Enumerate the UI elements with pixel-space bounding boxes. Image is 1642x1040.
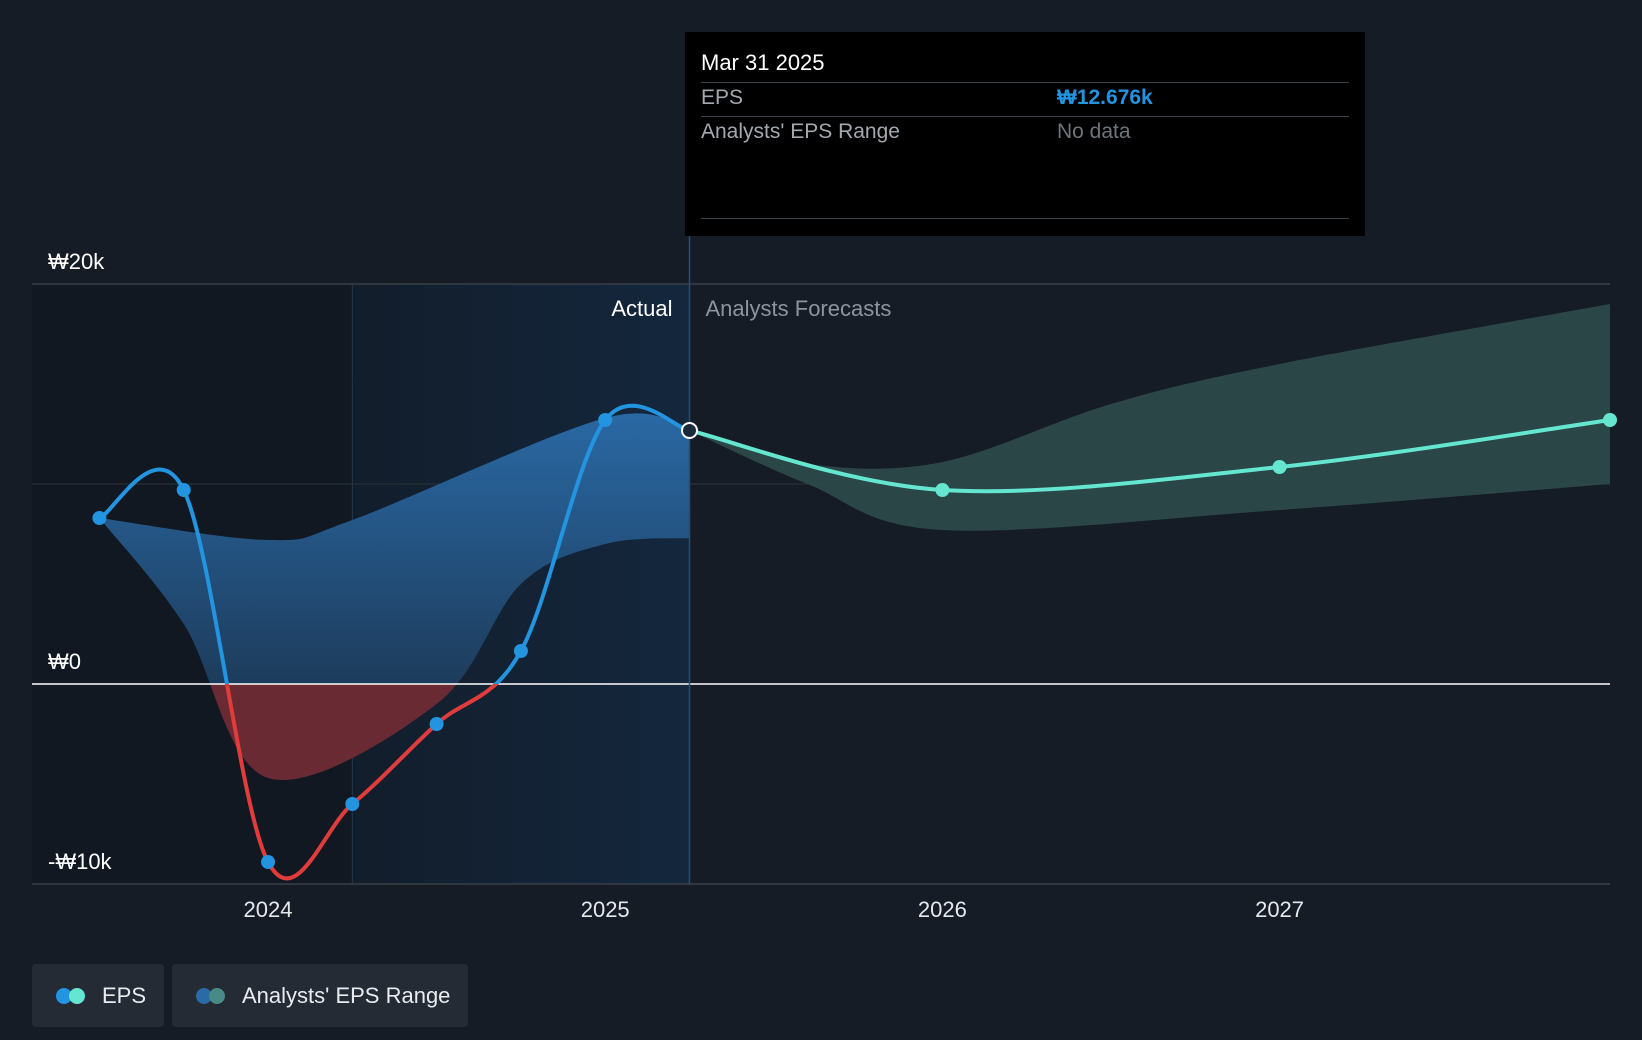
tooltip-date: Mar 31 2025 <box>701 50 825 75</box>
y-tick-label: ₩0 <box>48 649 81 674</box>
legend-dot-icon <box>69 987 85 1004</box>
eps-forecast-line <box>689 418 1611 494</box>
actual-range-band-negative <box>210 684 457 780</box>
eps-actual-line <box>98 403 691 684</box>
eps-actual-point <box>176 483 191 497</box>
tooltip-eps-label: EPS <box>701 86 744 109</box>
eps-actual-point <box>92 511 107 525</box>
x-tick-label: 2027 <box>1255 897 1304 922</box>
eps-forecast-point <box>1603 413 1617 427</box>
legend-dot-icon <box>196 987 212 1004</box>
section-label-actual: Actual <box>611 296 672 321</box>
tooltip-range-value: No data <box>1057 120 1131 143</box>
legend-dot-icon <box>56 987 72 1004</box>
range-legend-icon <box>196 987 228 1004</box>
eps-actual-line-negative <box>224 684 499 881</box>
forecast-range-band <box>689 304 1610 531</box>
legend-label: Analysts' EPS Range <box>242 982 451 1008</box>
eps-actual-point <box>598 413 613 427</box>
tooltip-eps-value: ₩12.676k <box>1057 86 1153 109</box>
eps-legend-icon <box>56 987 88 1004</box>
tooltip-divider <box>701 218 1349 219</box>
section-label-forecast: Analysts Forecasts <box>706 296 892 321</box>
x-tick-label: 2026 <box>918 897 967 922</box>
legend-dot-icon <box>209 987 225 1004</box>
eps-actual-point <box>345 797 360 811</box>
x-tick-label: 2025 <box>581 897 630 922</box>
x-tick-label: 2024 <box>244 897 293 922</box>
eps-actual-point <box>261 855 276 869</box>
eps-forecast-point <box>1272 460 1287 474</box>
tooltip-divider <box>701 82 1349 83</box>
tooltip-divider <box>701 116 1349 117</box>
y-tick-label: -₩10k <box>48 849 113 874</box>
legend-item-eps[interactable]: EPS <box>32 964 164 1027</box>
y-tick-label: ₩20k <box>48 249 105 274</box>
tooltip-range-label: Analysts' EPS Range <box>701 120 900 143</box>
eps-selected-point <box>681 421 698 439</box>
eps-forecast-point <box>935 483 950 497</box>
eps-actual-point <box>513 644 528 658</box>
legend-label: EPS <box>102 982 147 1008</box>
eps-actual-point <box>429 717 444 731</box>
legend-item-analysts-eps-range[interactable]: Analysts' EPS Range <box>172 964 468 1027</box>
tooltip-panel: Mar 31 2025 EPS ₩12.676k Analysts' EPS R… <box>685 32 1365 236</box>
actual-range-band <box>99 413 690 684</box>
